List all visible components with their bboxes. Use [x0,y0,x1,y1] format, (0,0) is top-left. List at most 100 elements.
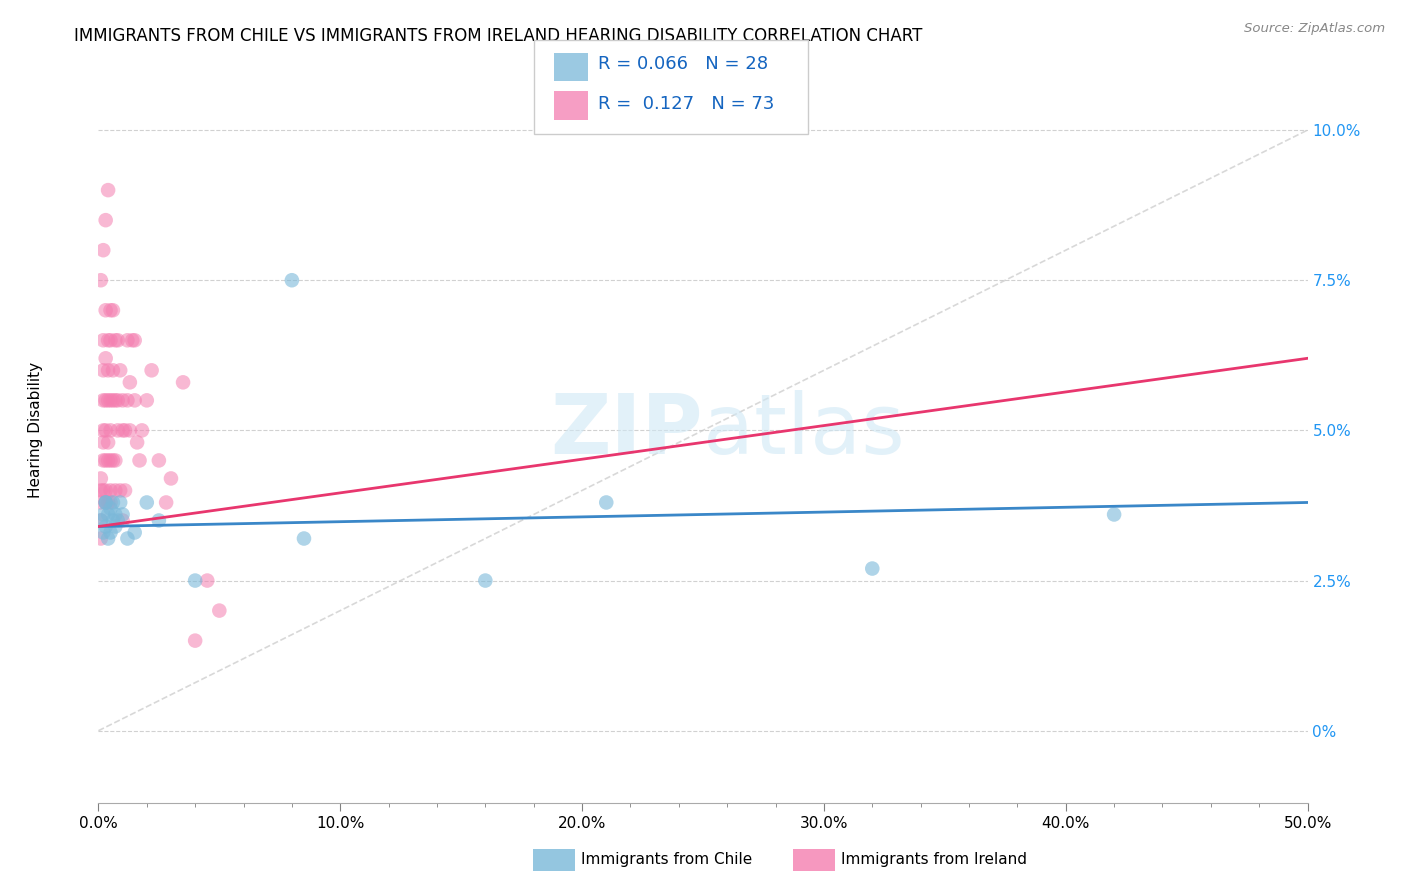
Point [107,393,129,408]
Point [94,393,117,408]
Point [114,483,136,498]
Point [108,495,131,509]
Point [100,333,122,347]
Point [94,483,117,498]
Point [91,363,114,377]
Point [118,376,141,390]
Point [100,303,122,318]
Point [101,363,124,377]
Text: Immigrants from Ireland: Immigrants from Ireland [841,853,1026,867]
Point [292,532,315,546]
Point [117,333,139,347]
Point [97,532,120,546]
Point [97,393,120,408]
Point [94,519,117,533]
Point [184,574,207,588]
Point [100,393,122,408]
Point [97,183,120,197]
Point [90,532,112,546]
Point [97,363,120,377]
Point [118,423,141,437]
Point [121,333,143,347]
Point [90,514,112,528]
Point [100,525,122,540]
Text: IMMIGRANTS FROM CHILE VS IMMIGRANTS FROM IRELAND HEARING DISABILITY CORRELATION : IMMIGRANTS FROM CHILE VS IMMIGRANTS FROM… [75,28,922,45]
Point [135,495,157,509]
Text: R =  0.127   N = 73: R = 0.127 N = 73 [598,95,773,113]
Point [135,393,157,408]
Point [595,495,617,509]
Point [172,376,194,390]
Point [1102,508,1125,522]
Point [160,471,183,485]
Point [474,574,496,588]
Point [104,453,127,467]
Point [94,213,117,227]
Point [155,495,177,509]
Point [90,471,112,485]
Point [100,453,122,467]
Point [94,495,117,509]
Point [94,303,117,318]
Point [111,393,134,408]
Point [100,495,122,509]
Point [101,303,124,318]
Point [91,453,114,467]
Point [90,514,112,528]
Y-axis label: Hearing Disability: Hearing Disability [28,362,42,499]
Text: ZIP: ZIP [551,390,703,471]
Point [91,393,114,408]
Point [104,508,127,522]
Point [101,453,124,467]
Point [91,435,114,450]
Point [94,351,117,366]
Point [94,495,117,509]
Point [94,423,117,437]
Point [97,435,120,450]
Point [108,483,131,498]
Point [124,525,146,540]
Point [104,519,127,533]
Point [91,508,114,522]
Point [111,514,134,528]
Point [141,363,163,377]
Point [124,333,146,347]
Point [117,532,139,546]
Point [90,495,112,509]
Point [91,525,114,540]
Text: R = 0.066   N = 28: R = 0.066 N = 28 [598,55,768,73]
Point [127,435,149,450]
Point [97,495,120,509]
Point [104,333,127,347]
Point [91,243,114,257]
Point [104,483,127,498]
Point [107,423,129,437]
Point [97,508,120,522]
Point [100,423,122,437]
Point [860,561,883,575]
Text: atlas: atlas [703,390,904,471]
Point [148,514,170,528]
Point [281,273,304,287]
Point [124,393,146,408]
Point [97,333,120,347]
Point [104,393,127,408]
Point [91,423,114,437]
Point [107,333,129,347]
Point [101,514,124,528]
Point [111,508,134,522]
Point [91,483,114,498]
Point [117,393,139,408]
Point [131,423,153,437]
Point [90,483,112,498]
Point [100,483,122,498]
Point [108,363,131,377]
Point [184,633,207,648]
Point [91,333,114,347]
Point [128,453,150,467]
Point [195,574,218,588]
Point [101,495,124,509]
Point [111,423,134,437]
Point [97,453,120,467]
Point [114,423,136,437]
